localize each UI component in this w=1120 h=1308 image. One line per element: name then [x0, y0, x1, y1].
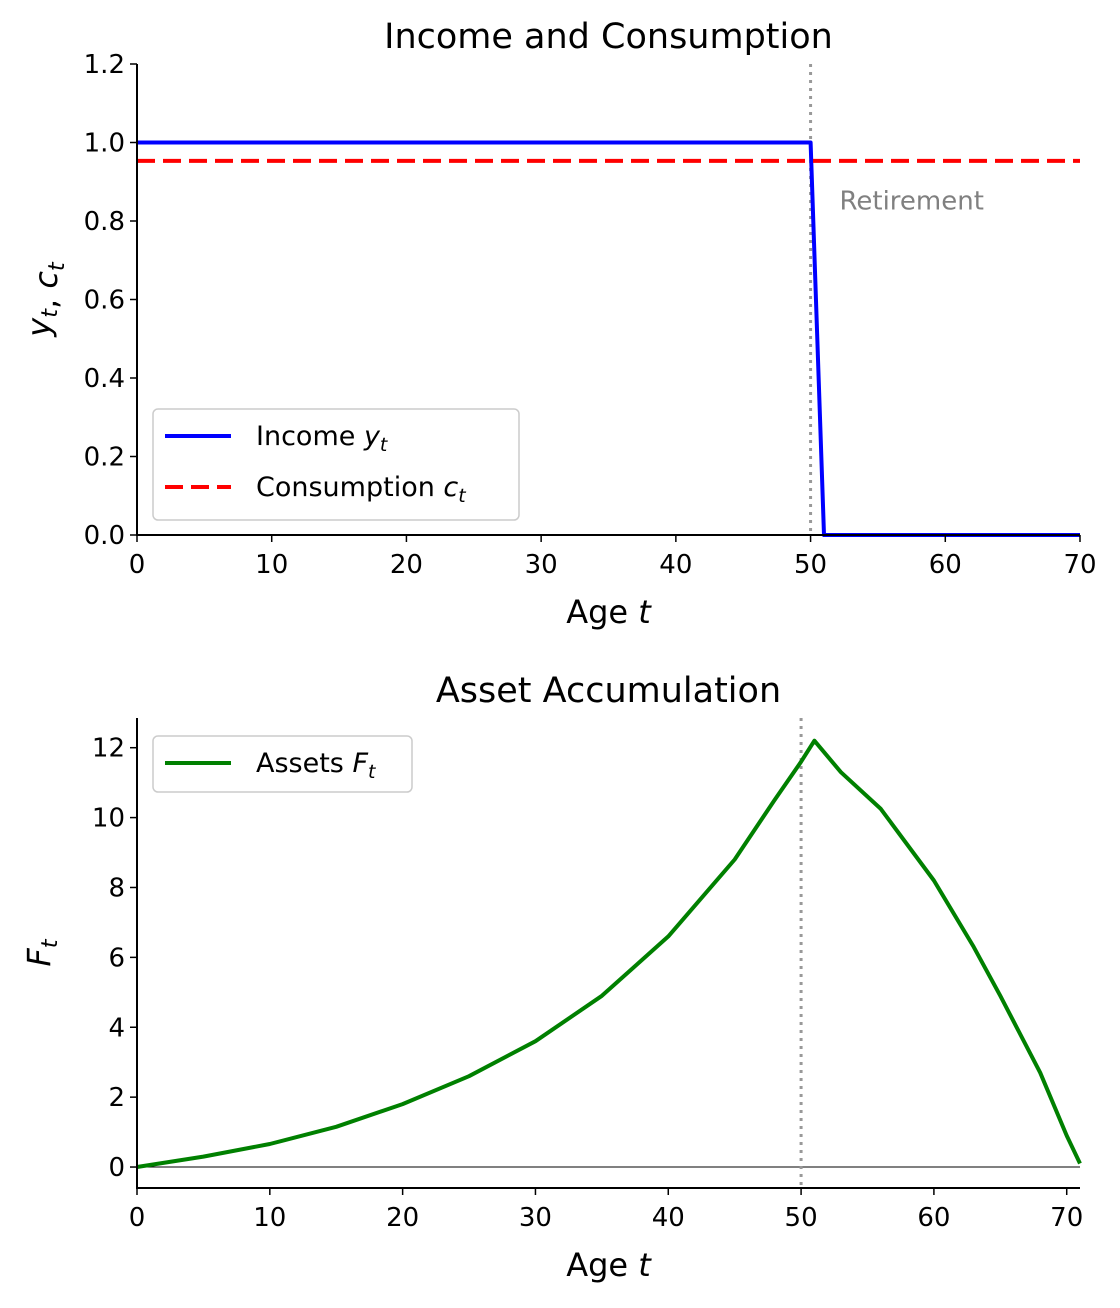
- x-axis-label: Age t: [566, 593, 652, 631]
- x-tick-label: 50: [785, 1203, 818, 1233]
- series-assets: [136, 738, 1082, 1169]
- y-tick-label: 8: [108, 873, 125, 903]
- y-tick-label: 0.4: [84, 364, 125, 394]
- y-tick-label: 4: [108, 1013, 125, 1043]
- x-tick-label: 30: [519, 1203, 552, 1233]
- y-tick-label: 0.6: [84, 286, 125, 316]
- y-axis-label: yt, ct: [20, 261, 70, 338]
- y-axis-label: Ft: [20, 938, 63, 966]
- x-tick-label: 50: [794, 550, 827, 580]
- x-tick-label: 40: [652, 1203, 685, 1233]
- y-tick-label: 0.8: [84, 207, 125, 237]
- y-tick-label: 0: [108, 1153, 125, 1183]
- x-tick-label: 10: [255, 550, 288, 580]
- y-tick-label: 1.2: [84, 50, 125, 80]
- x-tick-label: 70: [1050, 1203, 1083, 1233]
- x-tick-label: 20: [386, 1203, 419, 1233]
- x-tick-label: 60: [917, 1203, 950, 1233]
- legend-box: [152, 735, 413, 793]
- y-tick-label: 0.0: [84, 521, 125, 551]
- y-tick-label: 6: [108, 943, 125, 973]
- legend-box: [152, 408, 520, 521]
- x-tick-label: 30: [525, 550, 558, 580]
- x-tick-label: 40: [659, 550, 692, 580]
- legend-label-assets: Assets Ft: [256, 748, 376, 783]
- x-tick-label: 60: [929, 550, 962, 580]
- y-tick-label: 0.2: [84, 443, 125, 473]
- y-tick-label: 10: [92, 804, 125, 834]
- chart-title: Income and Consumption: [384, 17, 833, 57]
- chart-title: Asset Accumulation: [436, 671, 781, 711]
- chart-1: Income and Consumption 0 10 20 30 40 50 60 70 0.0…: [20, 17, 1097, 631]
- y-tick-label: 12: [92, 734, 125, 764]
- legend-label-consumption: Consumption ct: [256, 472, 466, 507]
- x-tick-label: 70: [1063, 550, 1096, 580]
- y-tick-label: 2: [108, 1083, 125, 1113]
- chart-2: Asset Accumulation 0 10 20 30 40 50 60 70 0 2 4 6 8 10…: [20, 671, 1083, 1284]
- x-axis-label: Age t: [566, 1246, 652, 1284]
- y-tick-label: 1.0: [84, 129, 125, 159]
- x-tick-label: 0: [129, 1203, 146, 1233]
- retirement-annotation: Retirement: [840, 186, 984, 216]
- x-tick-label: 10: [253, 1203, 286, 1233]
- legend-label-income: Income yt: [256, 421, 388, 456]
- x-tick-label: 0: [129, 550, 146, 580]
- x-tick-label: 20: [390, 550, 423, 580]
